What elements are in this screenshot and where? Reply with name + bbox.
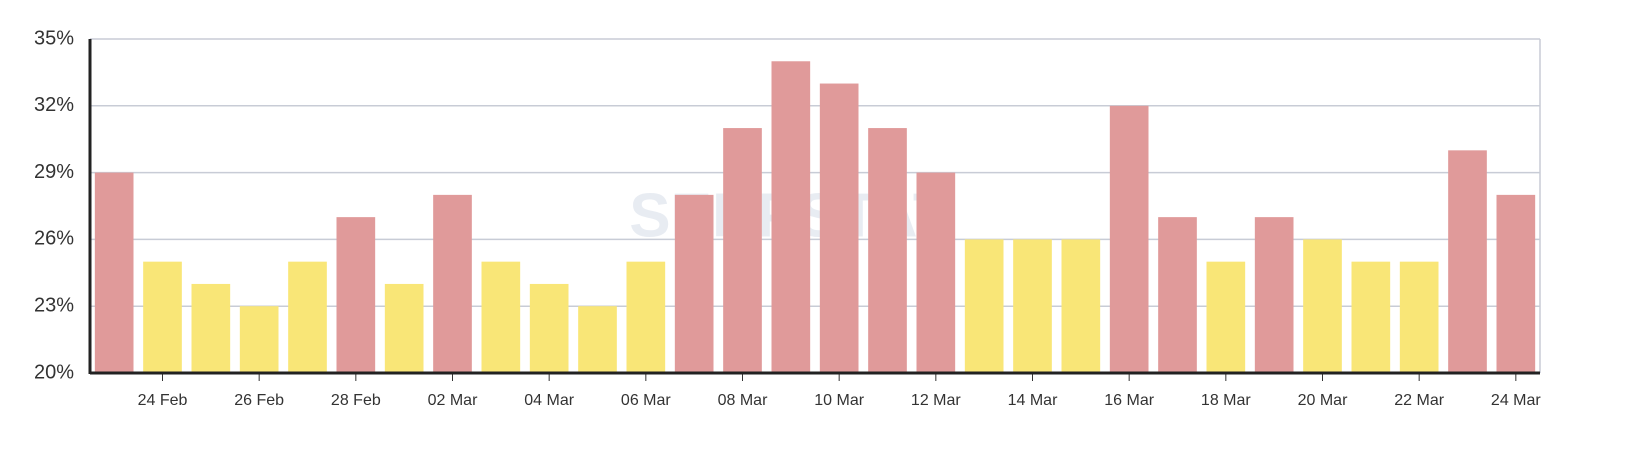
x-tick-label: 08 Mar xyxy=(718,392,768,409)
bar xyxy=(771,61,811,374)
x-tick-label: 20 Mar xyxy=(1298,392,1348,409)
bar xyxy=(336,217,376,373)
bar xyxy=(626,261,666,373)
bar xyxy=(674,194,714,373)
x-tick-label: 28 Feb xyxy=(331,392,381,409)
bar xyxy=(143,261,182,373)
bar xyxy=(1158,217,1197,373)
x-tick-label: 24 Feb xyxy=(138,392,188,409)
bar xyxy=(1303,239,1342,373)
x-tick-label: 14 Mar xyxy=(1008,392,1058,409)
bar xyxy=(191,283,231,373)
bar xyxy=(723,128,762,373)
bar xyxy=(916,172,956,373)
bar xyxy=(1206,261,1246,373)
x-tick-label: 10 Mar xyxy=(814,392,864,409)
bar xyxy=(964,239,1004,373)
bar xyxy=(1399,261,1439,373)
x-tick-label: 02 Mar xyxy=(428,392,478,409)
x-tick-label: 22 Mar xyxy=(1394,392,1444,409)
y-tick-label: 23% xyxy=(34,294,74,316)
bar xyxy=(1109,105,1149,374)
bar xyxy=(288,261,327,373)
bar xyxy=(433,194,472,373)
x-tick-label: 06 Mar xyxy=(621,392,671,409)
x-tick-label: 18 Mar xyxy=(1201,392,1251,409)
bar xyxy=(578,306,617,373)
x-tick-label: 24 Mar xyxy=(1491,392,1541,409)
bar xyxy=(1351,261,1391,373)
bar xyxy=(481,261,521,373)
y-tick-label: 29% xyxy=(34,161,74,183)
x-tick-label: 04 Mar xyxy=(524,392,574,409)
bar xyxy=(819,83,859,374)
bar xyxy=(1254,217,1294,373)
x-tick-label: 16 Mar xyxy=(1104,392,1154,409)
x-tick-label: 12 Mar xyxy=(911,392,961,409)
x-tick-label: 26 Feb xyxy=(234,392,284,409)
bar xyxy=(1448,150,1487,373)
bar xyxy=(868,128,907,373)
bar xyxy=(1013,239,1052,373)
y-tick-label: 26% xyxy=(34,228,74,250)
y-tick-label: 32% xyxy=(34,94,74,116)
y-tick-label: 35% xyxy=(34,27,74,49)
bar xyxy=(239,306,279,373)
y-tick-label: 20% xyxy=(34,361,74,383)
bar xyxy=(529,283,569,373)
bar xyxy=(94,172,134,373)
bar xyxy=(1061,239,1101,373)
bar xyxy=(384,283,424,373)
bar xyxy=(1496,194,1536,373)
